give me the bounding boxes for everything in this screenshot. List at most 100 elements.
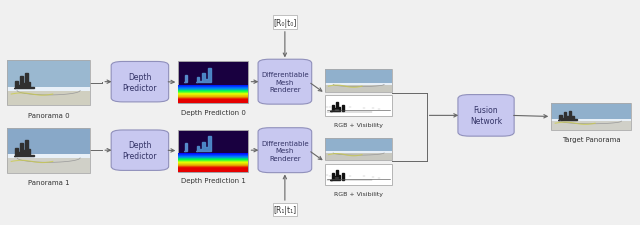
FancyBboxPatch shape <box>273 16 297 30</box>
FancyBboxPatch shape <box>111 130 169 171</box>
FancyBboxPatch shape <box>178 160 248 161</box>
FancyBboxPatch shape <box>258 128 312 173</box>
FancyBboxPatch shape <box>7 128 90 159</box>
Text: Differentiable
Mesh
Renderer: Differentiable Mesh Renderer <box>261 140 308 161</box>
FancyBboxPatch shape <box>258 60 312 105</box>
FancyBboxPatch shape <box>178 93 248 94</box>
FancyBboxPatch shape <box>111 62 169 102</box>
FancyBboxPatch shape <box>178 87 248 88</box>
Polygon shape <box>342 105 344 112</box>
FancyBboxPatch shape <box>178 166 248 167</box>
FancyBboxPatch shape <box>178 162 248 163</box>
FancyBboxPatch shape <box>178 88 248 89</box>
FancyBboxPatch shape <box>273 203 297 216</box>
FancyBboxPatch shape <box>178 96 248 97</box>
Polygon shape <box>196 68 211 83</box>
FancyBboxPatch shape <box>178 103 248 104</box>
FancyBboxPatch shape <box>7 88 90 94</box>
FancyBboxPatch shape <box>178 89 248 90</box>
FancyBboxPatch shape <box>325 96 392 117</box>
FancyBboxPatch shape <box>178 156 248 157</box>
Text: Depth Prediction 0: Depth Prediction 0 <box>181 109 246 115</box>
FancyBboxPatch shape <box>178 154 248 155</box>
FancyBboxPatch shape <box>178 161 248 162</box>
FancyBboxPatch shape <box>178 167 248 168</box>
FancyBboxPatch shape <box>178 157 248 158</box>
Polygon shape <box>184 75 188 83</box>
FancyBboxPatch shape <box>178 100 248 101</box>
FancyBboxPatch shape <box>178 97 248 98</box>
FancyBboxPatch shape <box>551 104 631 122</box>
Polygon shape <box>330 102 340 112</box>
Polygon shape <box>330 170 340 180</box>
Text: Fusion
Network: Fusion Network <box>470 106 502 126</box>
Text: Depth Prediction 1: Depth Prediction 1 <box>181 177 246 183</box>
FancyBboxPatch shape <box>178 165 248 166</box>
Text: RGB + Visibility: RGB + Visibility <box>334 191 383 196</box>
FancyBboxPatch shape <box>325 85 392 92</box>
Text: Panorama 0: Panorama 0 <box>28 112 69 119</box>
FancyBboxPatch shape <box>7 92 90 106</box>
Text: Target Panorama: Target Panorama <box>562 137 620 143</box>
FancyBboxPatch shape <box>178 89 248 90</box>
FancyBboxPatch shape <box>325 83 392 87</box>
Polygon shape <box>13 141 34 156</box>
FancyBboxPatch shape <box>178 153 248 154</box>
Polygon shape <box>557 111 577 120</box>
FancyBboxPatch shape <box>178 94 248 95</box>
FancyBboxPatch shape <box>178 92 248 93</box>
Text: Differentiable
Mesh
Renderer: Differentiable Mesh Renderer <box>261 72 308 93</box>
FancyBboxPatch shape <box>178 155 248 156</box>
FancyBboxPatch shape <box>178 94 248 95</box>
FancyBboxPatch shape <box>325 151 392 155</box>
FancyBboxPatch shape <box>178 85 248 86</box>
FancyBboxPatch shape <box>178 92 248 93</box>
FancyBboxPatch shape <box>178 158 248 159</box>
FancyBboxPatch shape <box>178 93 248 94</box>
FancyBboxPatch shape <box>178 62 248 104</box>
Text: [R₀|t₀]: [R₀|t₀] <box>273 19 296 27</box>
FancyBboxPatch shape <box>178 159 248 160</box>
Polygon shape <box>196 137 211 151</box>
FancyBboxPatch shape <box>178 160 248 161</box>
FancyBboxPatch shape <box>178 95 248 96</box>
FancyBboxPatch shape <box>178 156 248 157</box>
FancyBboxPatch shape <box>178 155 248 156</box>
FancyBboxPatch shape <box>178 159 248 160</box>
Polygon shape <box>342 173 344 180</box>
Text: Depth
Predictor: Depth Predictor <box>123 72 157 92</box>
FancyBboxPatch shape <box>178 102 248 103</box>
FancyBboxPatch shape <box>178 163 248 164</box>
FancyBboxPatch shape <box>178 163 248 164</box>
FancyBboxPatch shape <box>178 130 248 172</box>
FancyBboxPatch shape <box>178 164 248 165</box>
Polygon shape <box>184 144 188 151</box>
Text: Depth
Predictor: Depth Predictor <box>123 140 157 160</box>
Text: Panorama 1: Panorama 1 <box>28 180 69 186</box>
FancyBboxPatch shape <box>178 168 248 169</box>
FancyBboxPatch shape <box>325 70 392 85</box>
FancyBboxPatch shape <box>178 86 248 87</box>
FancyBboxPatch shape <box>178 91 248 92</box>
FancyBboxPatch shape <box>178 158 248 159</box>
FancyBboxPatch shape <box>178 171 248 172</box>
FancyBboxPatch shape <box>325 153 392 161</box>
Text: RGB + Visibility: RGB + Visibility <box>334 123 383 128</box>
FancyBboxPatch shape <box>178 99 248 100</box>
FancyBboxPatch shape <box>178 90 248 91</box>
FancyBboxPatch shape <box>178 88 248 89</box>
FancyBboxPatch shape <box>178 98 248 99</box>
FancyBboxPatch shape <box>178 95 248 96</box>
FancyBboxPatch shape <box>178 97 248 98</box>
FancyBboxPatch shape <box>178 169 248 170</box>
FancyBboxPatch shape <box>551 122 631 130</box>
Polygon shape <box>13 74 34 89</box>
FancyBboxPatch shape <box>7 61 90 92</box>
FancyBboxPatch shape <box>178 101 248 102</box>
FancyBboxPatch shape <box>178 154 248 155</box>
FancyBboxPatch shape <box>7 155 90 161</box>
FancyBboxPatch shape <box>178 90 248 91</box>
FancyBboxPatch shape <box>551 119 631 124</box>
FancyBboxPatch shape <box>178 96 248 97</box>
Text: [R₁|t₁]: [R₁|t₁] <box>273 205 296 214</box>
